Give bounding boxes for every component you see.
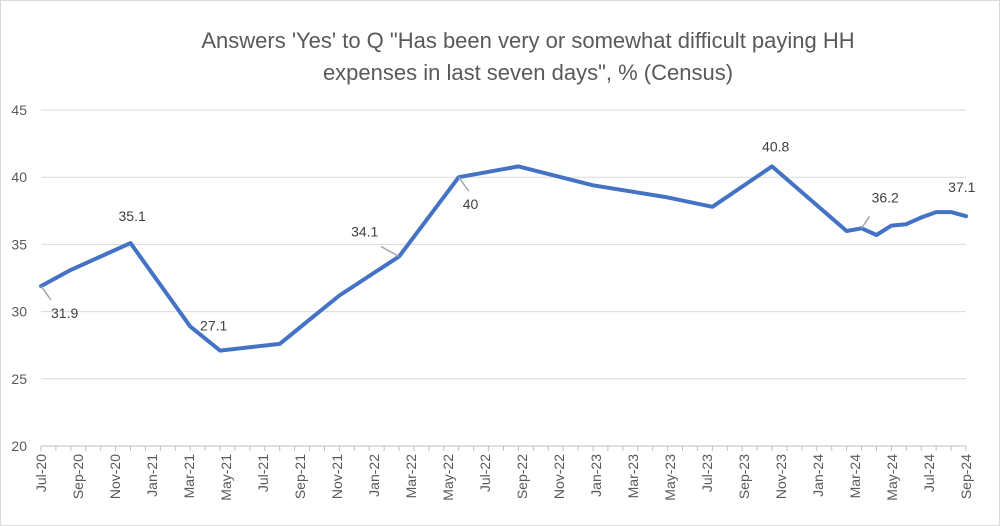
x-tick-label: Mar-23 [625, 454, 641, 499]
y-tick-label: 20 [11, 438, 27, 454]
y-tick-label: 25 [11, 371, 27, 387]
data-label-leader [860, 215, 871, 229]
data-label-leader [458, 176, 470, 192]
x-tick-label: May-21 [218, 454, 234, 501]
x-tick-label: Jan-23 [588, 454, 604, 497]
chart-title-line-1: Answers 'Yes' to Q "Has been very or som… [201, 28, 854, 53]
x-tick-label: Mar-24 [847, 454, 863, 499]
data-label: 37.1 [948, 179, 975, 195]
x-tick-label: Jul-20 [33, 454, 49, 492]
x-tick-label: Jul-23 [699, 454, 715, 492]
x-tick-label: Jan-21 [144, 454, 160, 497]
data-label-leader [40, 285, 52, 301]
x-tick-label: Jan-22 [366, 454, 382, 497]
x-tick-label: May-24 [884, 454, 900, 501]
series [39, 164, 968, 353]
x-axis [40, 445, 967, 451]
data-label: 27.1 [200, 318, 227, 334]
series-line [39, 164, 968, 353]
x-tick-label: Mar-21 [181, 454, 197, 499]
x-tick-label: Jul-24 [921, 454, 937, 492]
x-tick-label: Mar-22 [403, 454, 419, 499]
y-tick-label: 30 [11, 304, 27, 320]
x-tick-label: Sep-24 [958, 454, 974, 499]
y-tick-label: 40 [11, 169, 27, 185]
gridlines [41, 109, 966, 380]
x-tick-label: Sep-22 [514, 454, 530, 499]
x-tick-label: Nov-21 [329, 454, 345, 499]
x-tick-label: Nov-23 [773, 454, 789, 499]
data-label-leader [380, 245, 400, 258]
x-tick-label: May-22 [440, 454, 456, 501]
x-tick-label: Sep-23 [736, 454, 752, 499]
x-tick-label: Jan-24 [810, 454, 826, 497]
data-label: 34.1 [351, 223, 378, 239]
data-label: 36.2 [872, 189, 899, 205]
x-tick-label: Sep-21 [292, 454, 308, 499]
data-label: 40.8 [762, 138, 789, 154]
x-tick-label: Nov-20 [107, 454, 123, 499]
chart-title-line-2: expenses in last seven days", % (Census) [323, 60, 733, 85]
y-tick-label: 45 [11, 102, 27, 118]
x-axis-ticks: Jul-20 Sep-20 Nov-20 Jan-21 Mar-21 May-21 Jul-… [33, 454, 974, 501]
x-tick-label: May-23 [662, 454, 678, 501]
data-labels: 31.9 35.1 27.1 34.1 40 40.8 36.2 37.1 [40, 138, 976, 334]
data-label: 31.9 [51, 305, 78, 321]
x-tick-label: Jul-21 [255, 454, 271, 492]
y-axis-ticks: 20 25 30 35 40 45 [11, 102, 27, 454]
y-tick-label: 35 [11, 236, 27, 252]
data-label: 40 [463, 196, 479, 212]
x-tick-label: Sep-20 [70, 454, 86, 499]
x-tick-label: Nov-22 [551, 454, 567, 499]
data-label: 35.1 [119, 208, 146, 224]
x-tick-label: Jul-22 [477, 454, 493, 492]
